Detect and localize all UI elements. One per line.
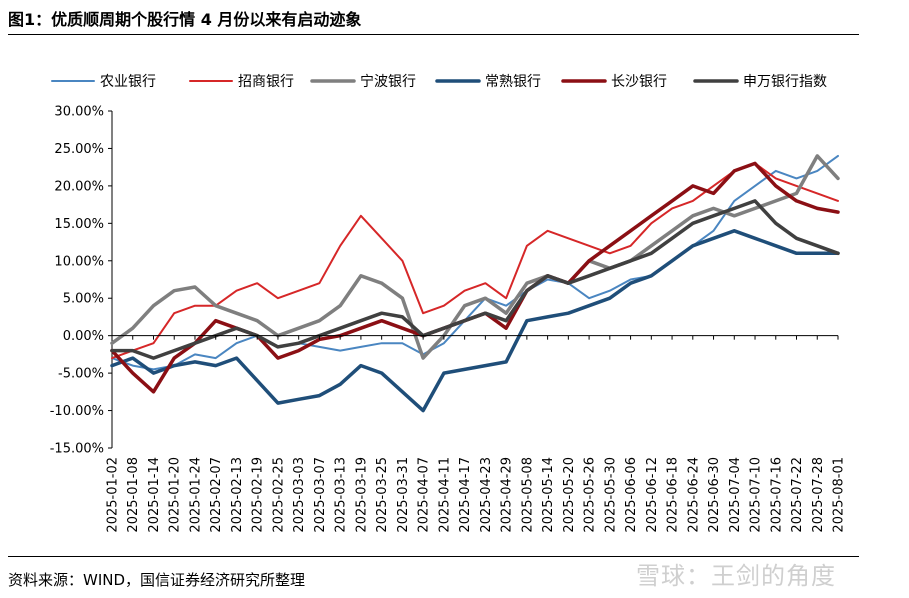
series-line-5	[110, 161, 840, 394]
y-tick-label: 20.00%	[54, 179, 104, 194]
x-tick-label: 2025-03-25	[375, 457, 390, 533]
y-axis: -15.00% -10.00% -5.00% 0.00% 5.00% 10.00% 15.0…	[50, 105, 113, 457]
source-divider	[8, 556, 859, 557]
x-tick-label: 2025-06-12	[645, 457, 660, 533]
x-tick-label: 2025-07-28	[811, 457, 826, 533]
x-tick-label: 2025-01-20	[168, 457, 183, 533]
x-tick-label: 2025-04-07	[417, 457, 432, 533]
figure-title: 图1：优质顺周期个股行情 4 月份以来有启动迹象	[8, 10, 362, 29]
x-tick-label: 2025-07-22	[790, 457, 805, 533]
x-tick-label: 2025-04-29	[500, 457, 515, 533]
watermark-text: 雪球：王剑的角度	[636, 562, 836, 590]
legend-label-1: 农业银行	[100, 74, 156, 90]
title-divider	[8, 34, 859, 35]
chart-legend: 农业银行 招商银行 宁波银行 常熟银行 长沙银行 申万银行指数	[51, 73, 827, 90]
legend-label-2: 招商银行	[238, 74, 294, 90]
x-tick-label: 2025-05-30	[603, 457, 618, 533]
x-tick-label: 2025-01-08	[126, 457, 141, 533]
plot-area	[110, 154, 840, 413]
legend-label-3: 宁波银行	[360, 73, 416, 90]
x-tick-label: 2025-06-18	[666, 457, 681, 533]
line-chart: 农业银行 招商银行 宁波银行 常熟银行 长沙银行 申万银行指数 -15.00% -10.00…	[50, 73, 847, 533]
x-tick-label: 2025-08-01	[832, 457, 847, 533]
x-tick-label: 2025-06-24	[686, 457, 701, 533]
x-tick-label: 2025-07-16	[769, 457, 784, 533]
x-tick-label: 2025-01-02	[106, 457, 121, 533]
series-line-4	[110, 229, 840, 413]
series-line-3	[110, 154, 840, 360]
legend-label-6: 申万银行指数	[743, 74, 827, 90]
series-line-6	[110, 199, 840, 360]
x-tick-label: 2025-01-14	[147, 457, 162, 533]
x-tick-label: 2025-03-19	[354, 457, 369, 533]
x-tick-label: 2025-03-31	[396, 457, 411, 533]
x-tick-label: 2025-05-14	[541, 457, 556, 533]
y-tick-label: 10.00%	[54, 254, 104, 269]
x-axis: 2025-01-02 2025-01-08 2025-01-14 2025-01-20…	[106, 335, 847, 533]
x-tick-label: 2025-06-30	[707, 457, 722, 533]
x-tick-label: 2025-06-06	[624, 457, 639, 533]
y-tick-label: 25.00%	[54, 142, 104, 157]
y-tick-label: -10.00%	[50, 404, 104, 419]
x-tick-label: 2025-02-25	[271, 457, 286, 533]
x-tick-label: 2025-03-03	[292, 457, 307, 533]
legend-label-5: 长沙银行	[611, 74, 667, 90]
x-tick-label: 2025-07-10	[749, 457, 764, 533]
series-line-1	[111, 154, 839, 371]
legend-label-4: 常熟银行	[485, 74, 541, 90]
x-tick-label: 2025-05-20	[562, 457, 577, 533]
x-tick-label: 2025-03-07	[313, 457, 328, 533]
x-tick-label: 2025-02-13	[230, 457, 245, 533]
y-tick-label: 0.00%	[63, 329, 104, 344]
x-tick-label: 2025-04-23	[479, 457, 494, 533]
x-tick-label: 2025-02-07	[209, 457, 224, 533]
y-tick-label: -15.00%	[50, 442, 104, 457]
series-line-2	[111, 162, 839, 360]
x-tick-label: 2025-05-08	[520, 457, 535, 533]
y-tick-label: 30.00%	[54, 105, 104, 120]
y-tick-label: 5.00%	[63, 292, 104, 307]
y-tick-label: -5.00%	[58, 367, 104, 382]
y-tick-label: 15.00%	[54, 217, 104, 232]
x-tick-label: 2025-05-26	[583, 457, 598, 533]
x-tick-label: 2025-02-19	[251, 457, 266, 533]
x-tick-label: 2025-04-17	[458, 457, 473, 533]
source-note: 资料来源：WIND，国信证券经济研究所整理	[8, 571, 306, 589]
x-tick-label: 2025-04-11	[437, 457, 452, 533]
x-tick-label: 2025-03-13	[334, 457, 349, 533]
x-tick-label: 2025-01-24	[188, 457, 203, 533]
x-tick-label: 2025-07-04	[728, 457, 743, 533]
